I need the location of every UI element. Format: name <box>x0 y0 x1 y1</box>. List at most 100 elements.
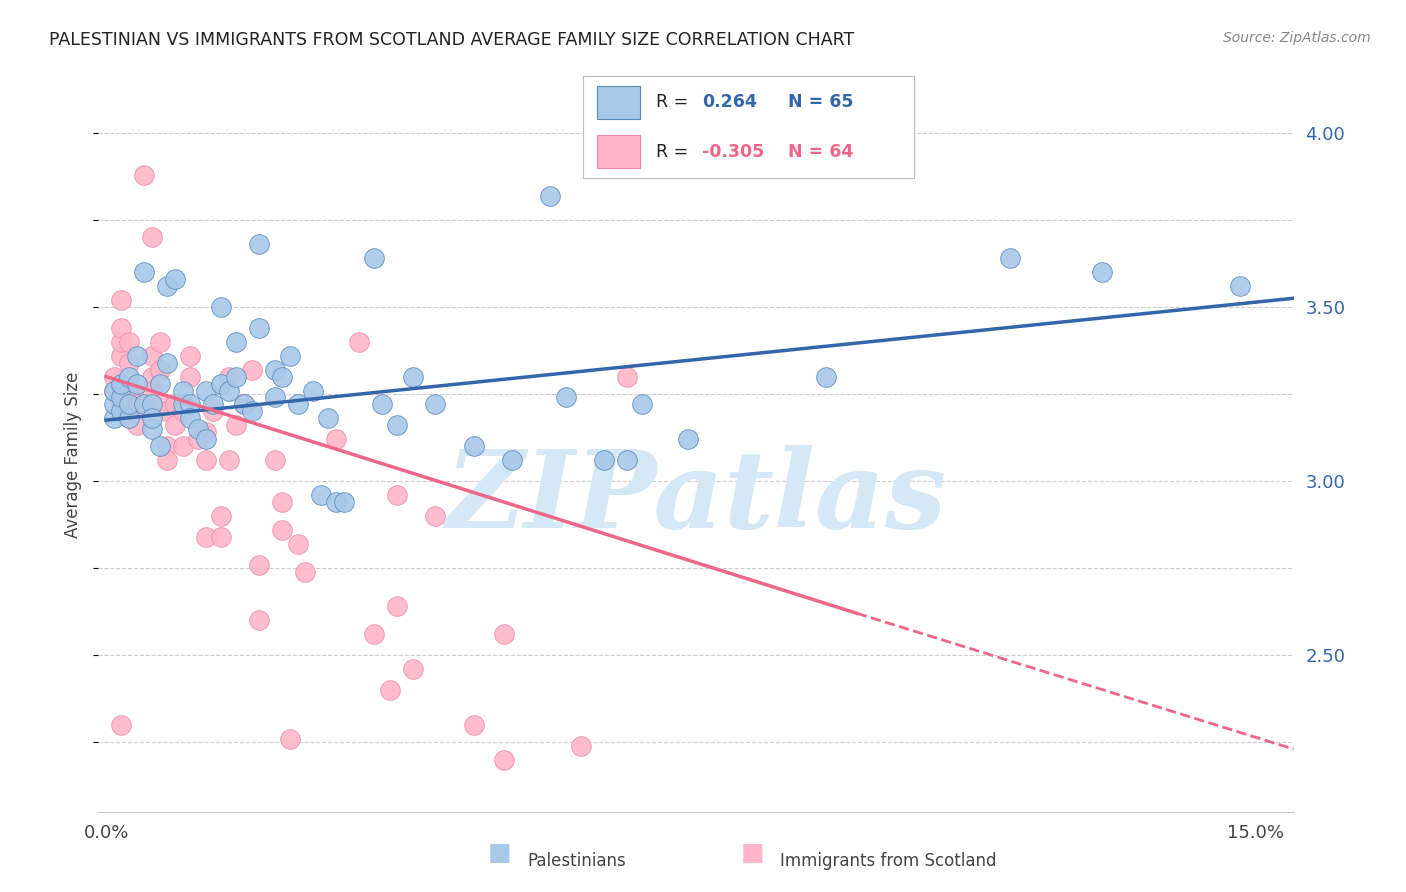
Point <box>103 384 125 398</box>
Point <box>110 334 132 349</box>
Point <box>263 391 285 405</box>
Point <box>1091 265 1114 279</box>
Point <box>110 293 132 307</box>
Point <box>332 495 354 509</box>
Point <box>141 369 163 384</box>
Point <box>294 565 316 579</box>
Point <box>247 321 270 335</box>
Point <box>141 230 163 244</box>
Point <box>278 349 301 363</box>
Point <box>149 397 172 411</box>
Point <box>287 537 309 551</box>
Point <box>287 397 309 411</box>
Point <box>401 369 423 384</box>
Point <box>233 397 256 411</box>
Point <box>118 397 141 411</box>
Point <box>156 439 179 453</box>
Point <box>179 397 201 411</box>
Point <box>225 369 247 384</box>
Point <box>616 453 638 467</box>
Point <box>425 397 447 411</box>
Text: 0.264: 0.264 <box>703 94 758 112</box>
Point <box>302 384 325 398</box>
Point <box>179 369 201 384</box>
Text: Palestinians: Palestinians <box>527 852 626 870</box>
Point <box>678 432 700 446</box>
Point <box>218 384 240 398</box>
Text: R =: R = <box>657 143 689 161</box>
Point <box>363 252 385 266</box>
Point <box>202 404 225 418</box>
Point <box>569 739 592 753</box>
Point <box>149 439 172 453</box>
Point <box>538 188 561 202</box>
Text: R =: R = <box>657 94 699 112</box>
Point <box>218 453 240 467</box>
Point <box>141 422 163 436</box>
Point <box>385 599 409 614</box>
Point <box>134 265 156 279</box>
Point <box>194 453 217 467</box>
Point <box>172 384 194 398</box>
Point <box>149 334 172 349</box>
Point <box>149 362 172 376</box>
Point <box>163 272 186 286</box>
Point <box>110 404 132 418</box>
Point <box>247 237 270 252</box>
Point <box>554 391 576 405</box>
Text: ZIPatlas: ZIPatlas <box>446 445 946 550</box>
Text: -0.305: -0.305 <box>703 143 765 161</box>
Point <box>209 508 232 523</box>
Point <box>401 662 423 676</box>
Point <box>347 334 370 349</box>
Point <box>271 369 294 384</box>
Point <box>998 252 1021 266</box>
Point <box>118 384 141 398</box>
Point <box>187 422 209 436</box>
Point <box>103 411 125 425</box>
Point <box>118 334 141 349</box>
Point <box>631 397 654 411</box>
Point <box>463 439 485 453</box>
Point <box>179 411 201 425</box>
Point <box>240 404 263 418</box>
Point <box>156 453 179 467</box>
Point <box>125 418 148 433</box>
Bar <box>596 87 640 119</box>
Point <box>103 384 125 398</box>
Point <box>134 168 156 182</box>
Point <box>425 508 447 523</box>
Point <box>194 425 217 440</box>
Point <box>385 418 409 433</box>
Point <box>118 411 141 425</box>
Point <box>263 453 285 467</box>
Point <box>271 523 294 537</box>
Point <box>363 627 385 641</box>
Point <box>194 384 217 398</box>
Point <box>325 495 347 509</box>
Point <box>1229 279 1251 293</box>
Point <box>371 397 394 411</box>
Point <box>593 453 616 467</box>
Text: ■: ■ <box>488 841 510 865</box>
Point <box>172 397 194 411</box>
Point <box>187 432 209 446</box>
Point <box>209 376 232 391</box>
Point <box>463 717 485 731</box>
Text: Source: ZipAtlas.com: Source: ZipAtlas.com <box>1223 31 1371 45</box>
Point <box>125 376 148 391</box>
Point <box>110 376 132 391</box>
Point <box>125 397 148 411</box>
Point <box>202 397 225 411</box>
Point <box>125 349 148 363</box>
Point <box>163 397 186 411</box>
Point <box>110 397 132 411</box>
Point <box>247 558 270 572</box>
Point <box>118 356 141 370</box>
Text: N = 64: N = 64 <box>789 143 853 161</box>
Point <box>501 453 523 467</box>
Point <box>263 362 285 376</box>
Bar <box>596 136 640 168</box>
Y-axis label: Average Family Size: Average Family Size <box>65 372 83 538</box>
Point <box>316 411 339 425</box>
